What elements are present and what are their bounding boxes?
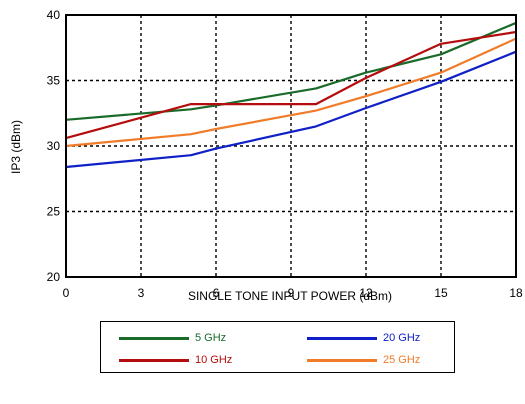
- y-tick-label: 35: [47, 74, 61, 88]
- y-tick-label: 40: [47, 8, 61, 22]
- legend-item-20ghz: 20 GHz: [307, 330, 420, 346]
- series-lines: [65, 21, 517, 169]
- legend-label-10ghz: 10 GHz: [195, 354, 233, 366]
- legend-swatch-25ghz: [307, 358, 377, 362]
- tick-labels: 0 3 6 9 12 15 18 20 25 30 35 40: [47, 8, 523, 300]
- x-tick-label: 18: [509, 286, 523, 300]
- y-axis-label: IP3 (dBm): [9, 120, 23, 174]
- x-tick-label: 3: [138, 286, 145, 300]
- x-tick-label: 6: [213, 286, 220, 300]
- legend-label-20ghz: 20 GHz: [383, 332, 421, 344]
- legend-item-25ghz: 25 GHz: [307, 352, 420, 368]
- y-tick-label: 25: [47, 205, 61, 219]
- legend-item-10ghz: 10 GHz: [119, 352, 232, 368]
- plot-frame: [65, 14, 517, 278]
- legend-swatch-5ghz: [119, 336, 189, 340]
- legend-swatch-20ghz: [307, 336, 377, 340]
- x-tick-label: 15: [434, 286, 448, 300]
- x-tick-label: 0: [63, 286, 70, 300]
- series-line-25ghz: [65, 37, 517, 148]
- ip3-line-chart: 0 3 6 9 12 15 18 20 25 30 35 40 SINGLE TONE INPUT P…: [9, 8, 523, 303]
- x-axis-label: SINGLE TONE INPUT POWER (dBm): [188, 289, 392, 303]
- series-line-20ghz: [65, 50, 517, 169]
- legend-swatch-10ghz: [119, 358, 189, 362]
- x-tick-label: 12: [359, 286, 373, 300]
- legend-label-5ghz: 5 GHz: [195, 332, 227, 344]
- x-tick-label: 9: [288, 286, 295, 300]
- y-tick-label: 30: [47, 139, 61, 153]
- grid-lines: [66, 15, 516, 277]
- y-tick-label: 20: [47, 270, 61, 284]
- series-line-5ghz: [65, 21, 517, 121]
- legend-label-25ghz: 25 GHz: [383, 354, 421, 366]
- legend: 5 GHz 20 GHz 10 GHz 25 GHz: [100, 321, 455, 373]
- legend-item-5ghz: 5 GHz: [119, 330, 226, 346]
- series-line-10ghz: [65, 30, 517, 140]
